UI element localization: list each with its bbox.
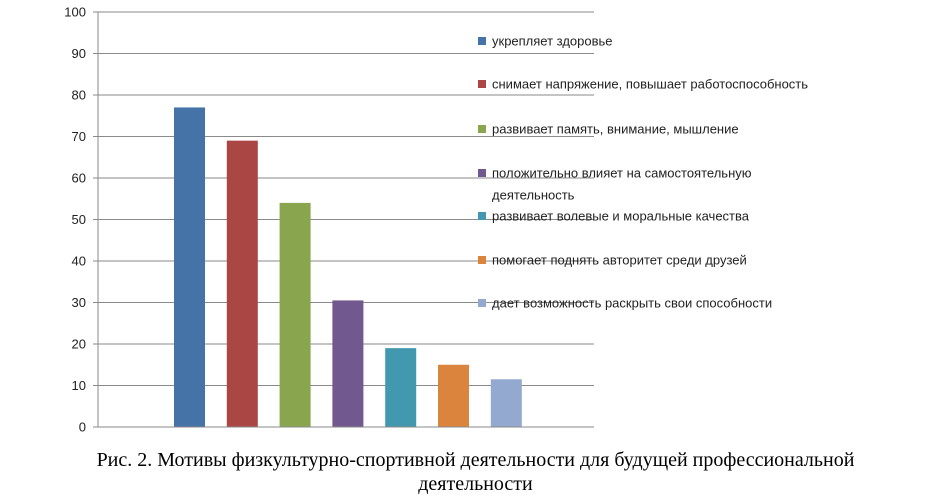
legend-swatch <box>478 125 486 133</box>
legend-entry: укрепляет здоровье <box>478 34 613 49</box>
legend-entry: положительно влияет на самостоятельную де… <box>478 166 752 203</box>
legend-label: снимает напряжение, повышает работоспосо… <box>492 77 808 92</box>
legend-label: развивает волевые и моральные качества <box>492 209 750 224</box>
legend-label: помогает поднять авторитет среди друзей <box>492 253 747 268</box>
bar <box>332 300 364 427</box>
legend-entry: снимает напряжение, повышает работоспосо… <box>478 77 808 92</box>
caption-line-2: деятельности <box>418 473 533 495</box>
bar <box>174 107 205 427</box>
y-tick-label: 20 <box>72 337 86 352</box>
y-tick-label: 0 <box>79 420 86 435</box>
legend-entry: помогает поднять авторитет среди друзей <box>478 253 747 268</box>
y-tick-label: 70 <box>72 129 86 144</box>
legend-label: дает возможность раскрыть свои способнос… <box>492 296 772 311</box>
legend-label: развивает память, внимание, мышление <box>492 122 739 137</box>
legend-swatch <box>478 37 486 45</box>
y-tick-label: 90 <box>72 46 86 61</box>
bar <box>490 379 522 427</box>
bar <box>279 202 311 427</box>
legend-swatch <box>478 299 486 307</box>
legend-label: положительно влияет на самостоятельную <box>492 166 752 181</box>
y-tick-label: 100 <box>64 5 86 20</box>
legend: укрепляет здоровье снимает напряжение, по… <box>478 34 808 311</box>
legend-swatch <box>478 80 486 88</box>
legend-entry: дает возможность раскрыть свои способнос… <box>478 296 772 311</box>
y-tick-label: 60 <box>72 171 86 186</box>
figure-caption: Рис. 2. Мотивы физкультурно-спортивной д… <box>0 448 951 496</box>
legend-label: укрепляет здоровье <box>492 34 613 49</box>
y-tick-label: 10 <box>72 378 86 393</box>
bar <box>438 364 469 427</box>
bars <box>174 107 522 427</box>
legend-entry: развивает память, внимание, мышление <box>478 122 739 137</box>
legend-entry: развивает волевые и моральные качества <box>478 209 750 224</box>
legend-swatch <box>478 169 486 177</box>
y-axis-ticks: 0 10 20 30 40 50 60 70 80 90 100 <box>64 5 98 435</box>
bar-chart: 0 10 20 30 40 50 60 70 80 90 100 укрепляет здоровь… <box>64 5 808 435</box>
y-tick-label: 30 <box>72 295 86 310</box>
bar <box>226 140 258 427</box>
y-tick-label: 80 <box>72 88 86 103</box>
legend-swatch <box>478 256 486 264</box>
y-tick-label: 50 <box>72 212 86 227</box>
legend-swatch <box>478 212 486 220</box>
caption-line-1: Рис. 2. Мотивы физкультурно-спортивной д… <box>96 449 855 471</box>
legend-label: деятельность <box>492 188 575 203</box>
bar <box>385 348 417 427</box>
y-tick-label: 40 <box>72 254 86 269</box>
